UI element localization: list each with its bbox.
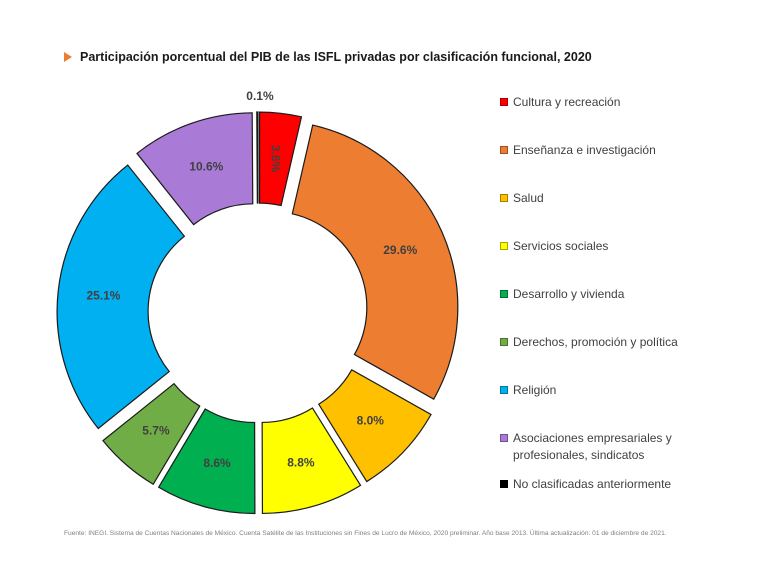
donut-slice-9 [256,111,259,204]
source-note: Fuente: INEGI. Sistema de Cuentas Nacion… [64,530,667,537]
donut-slice-8 [136,112,254,226]
legend-swatch [500,338,508,346]
donut-slice-4 [261,407,362,515]
legend-item-5: Desarrollo y vivienda [500,286,624,303]
legend-item-4: Servicios sociales [500,238,608,255]
legend-item-1: Cultura y recreación [500,94,620,111]
data-label-3: 8.0% [357,414,385,428]
legend-item-6: Derechos, promoción y política [500,334,678,351]
legend-item-3: Salud [500,190,544,207]
legend-item-9: No clasificadas anteriormente [500,476,671,493]
donut-slice-7 [56,164,186,430]
title-arrow-icon [64,52,72,62]
legend-swatch [500,242,508,250]
data-label-8: 10.6% [189,159,223,173]
donut-slice-2 [291,124,459,400]
legend-swatch [500,290,508,298]
data-label-7: 25.1% [86,289,120,303]
legend-item-2: Enseñanza e investigación [500,142,656,159]
data-label-2: 29.6% [383,243,417,257]
donut-slice-6 [102,382,201,486]
legend-label: Cultura y recreación [513,95,621,109]
data-label-5: 8.6% [203,456,231,470]
legend-label: Derechos, promoción y política [513,335,678,349]
donut-slice-3 [317,368,432,483]
legend-label: Asociaciones empresariales y profesional… [513,431,672,462]
legend-swatch [500,98,508,106]
legend-label: Religión [513,383,557,397]
data-label-1: 3.6% [269,145,283,173]
legend-swatch [500,386,508,394]
legend-label: Desarrollo y vivienda [513,287,625,301]
legend-swatch [500,434,508,442]
legend-swatch [500,194,508,202]
data-label-4: 8.8% [287,455,315,469]
legend-label: Enseñanza e investigación [513,143,656,157]
legend-swatch [500,146,508,154]
legend-item-7: Religión [500,382,556,399]
legend-label: No clasificadas anteriormente [513,477,672,491]
legend-item-8: Asociaciones empresariales y profesional… [500,430,713,464]
data-label-6: 5.7% [142,423,170,437]
chart-title-row: Participación porcentual del PIB de las … [64,50,592,64]
legend-label: Salud [513,191,544,205]
data-label-9: 0.1% [246,89,274,103]
legend-label: Servicios sociales [513,239,609,253]
legend-swatch [500,480,508,488]
donut-slice-5 [157,408,256,515]
donut-slice-1 [258,111,303,207]
chart-title: Participación porcentual del PIB de las … [80,50,592,64]
